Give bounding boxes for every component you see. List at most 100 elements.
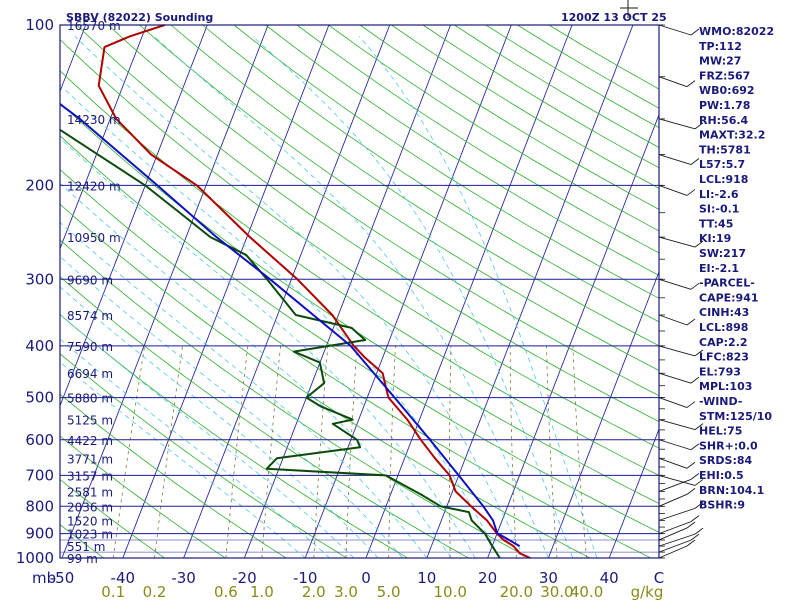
wind-barb-staff <box>658 24 692 36</box>
wind-barb-flag <box>686 318 696 326</box>
dry-adiabat-line <box>422 24 660 169</box>
moist-adiabat-line <box>59 361 306 559</box>
index-entry: L57:5.7 <box>699 158 745 171</box>
index-entry: EI:-2.1 <box>699 262 739 275</box>
height-label: 16570 m <box>67 19 121 33</box>
isotherm-line <box>59 24 208 407</box>
chart-title: SBBV (82022) Sounding <box>66 11 213 24</box>
isotherm-line <box>547 271 660 559</box>
temperature-tick-label: -50 <box>50 569 75 587</box>
height-label: 5880 m <box>67 392 113 406</box>
dry-adiabat-line <box>359 24 660 210</box>
temperature-profile-line <box>97 24 531 559</box>
wind-barb-flag <box>686 189 696 196</box>
pressure-unit-label: mb <box>32 569 56 587</box>
height-label: 2036 m <box>67 500 113 514</box>
height-label: 6694 m <box>67 367 113 381</box>
index-entry: KI:19 <box>699 232 731 245</box>
temperature-tick-label: 0 <box>361 569 371 587</box>
dry-adiabat-line <box>59 102 660 504</box>
dry-adiabat-line <box>59 479 165 559</box>
wind-barb-staff <box>658 278 692 290</box>
temperature-tick-label: 20 <box>478 569 497 587</box>
index-entry: -PARCEL- <box>699 277 755 290</box>
wind-barb-flag <box>690 28 700 36</box>
dry-adiabat-line <box>296 24 660 254</box>
wind-barb-flag <box>694 502 704 509</box>
index-entry: BSHR:9 <box>699 499 745 512</box>
wind-barb-staff <box>658 419 696 431</box>
dry-adiabat-line <box>59 135 660 533</box>
dry-adiabat-line <box>233 24 660 299</box>
height-label: 99 m <box>67 552 98 566</box>
wind-barb-staff <box>658 236 696 248</box>
temperature-tick-label: -40 <box>111 569 136 587</box>
pressure-tick-label: 400 <box>25 337 54 355</box>
dry-adiabat-line <box>59 39 660 449</box>
pressure-tick-label: 700 <box>25 466 54 484</box>
wind-barb-staff <box>658 521 692 535</box>
wind-barb-flag <box>694 423 704 430</box>
index-entry: FRZ:567 <box>699 69 750 82</box>
mixing-ratio-tick-label: 0.1 <box>101 583 125 600</box>
index-entry: TH:5781 <box>699 143 751 156</box>
index-entry: WMO:82022 <box>699 25 774 38</box>
height-label: 10950 m <box>67 231 121 245</box>
isotherm-line <box>304 24 512 559</box>
height-labels: 16570 m 14230 m 12420 m 10950 m 9690 m 8574 m… <box>67 19 121 566</box>
pressure-tick-label: 600 <box>25 431 54 449</box>
wind-barb-flag <box>686 539 696 547</box>
index-entry: SHR+:0.0 <box>699 439 758 452</box>
isotherm-line <box>183 24 391 559</box>
isotherm-line <box>59 24 147 249</box>
pressure-tick-labels: 100 200 300 400 500 600 700 800 900 1000 <box>16 16 54 567</box>
index-entry: MPL:103 <box>699 380 752 393</box>
wind-barb-flag <box>694 527 704 535</box>
wind-barb-staff <box>658 457 688 469</box>
moist-adiabat-line <box>59 222 428 559</box>
index-entry: STM:125/10 <box>699 410 772 423</box>
wind-barbs <box>620 0 704 559</box>
wind-barb-staff <box>658 185 688 196</box>
wind-barb-staff <box>658 539 692 553</box>
wind-barb-flag <box>686 461 696 469</box>
index-entry: SRDS:84 <box>699 454 752 467</box>
pressure-tick-label: 1000 <box>16 549 54 567</box>
plot-frame <box>59 24 660 559</box>
dry-adiabat-line <box>59 314 408 559</box>
index-entry: CAPE:941 <box>699 291 759 304</box>
height-label: 2581 m <box>67 485 113 499</box>
height-label: 3157 m <box>67 469 113 483</box>
temperature-tick-label: -20 <box>232 569 257 587</box>
isotherm-line <box>487 114 660 559</box>
mixing-ratio-unit-label: g/kg <box>631 583 664 600</box>
moist-adiabat-line <box>59 286 379 559</box>
pressure-tick-label: 200 <box>25 176 54 194</box>
wind-barb-staff <box>658 493 688 507</box>
dry-adiabat-line <box>485 24 660 128</box>
height-label: 7590 m <box>67 340 113 354</box>
wind-barb-flag <box>690 376 700 384</box>
pressure-tick-label: 800 <box>25 497 54 515</box>
dry-adiabat-line <box>59 524 104 559</box>
index-entry: LCL:898 <box>699 321 748 334</box>
index-entry: WB0:692 <box>699 84 755 97</box>
wind-barb-flag <box>690 282 700 290</box>
mixing-ratio-tick-label: 30.0 <box>540 583 573 600</box>
dry-adiabat-line <box>76 24 660 422</box>
isotherm-line <box>365 24 573 559</box>
wind-barb-staff <box>658 507 696 521</box>
wind-barb-staff <box>658 76 688 88</box>
wind-barb-flag <box>694 240 704 248</box>
mixing-ratio-tick-label: 10.0 <box>433 583 466 600</box>
moist-adiabat-line <box>252 36 574 559</box>
moist-adiabat-line <box>153 36 549 559</box>
height-label: 8574 m <box>67 309 113 323</box>
parcel-profile-line <box>59 103 521 547</box>
wind-barb-flag <box>690 515 700 522</box>
mixing-ratio-labels: 0.1 0.2 0.6 1.0 2.0 3.0 5.0 10.0 20.0 30.040.0 g/k… <box>101 583 663 600</box>
temperature-tick-label: 40 <box>600 569 619 587</box>
wind-barb-staff <box>658 475 696 486</box>
dewpoint-profile-line <box>59 128 501 559</box>
moist-adiabat-line <box>59 338 330 559</box>
